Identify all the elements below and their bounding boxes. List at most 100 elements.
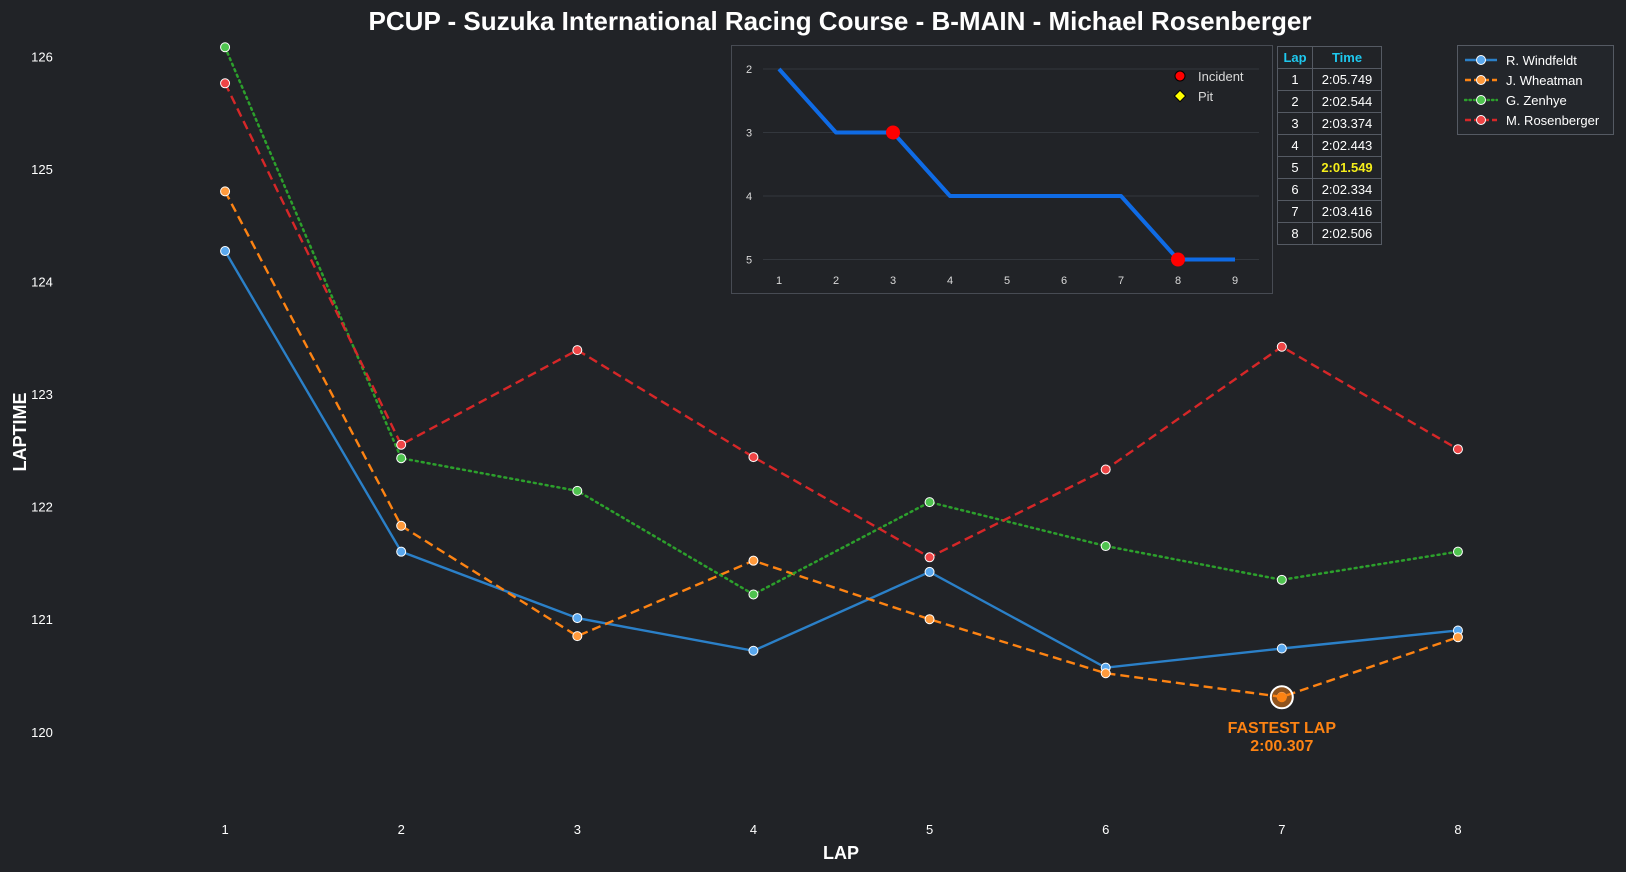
fastest-lap-label: FASTEST LAP	[1228, 720, 1337, 737]
legend-swatch	[1464, 95, 1498, 105]
series-3	[220, 78, 1463, 563]
incident-marker	[1171, 252, 1185, 267]
inset-x-tick: 9	[1232, 275, 1238, 287]
y-tick-label: 122	[31, 500, 53, 515]
legend-swatch	[1465, 75, 1497, 85]
y-tick-labels: 120 121 122 123 124 125 126	[31, 49, 53, 740]
x-tick-label: 7	[1278, 822, 1285, 837]
legend-swatch	[1465, 115, 1497, 125]
inset-y-tick: 2	[746, 64, 752, 76]
x-tick-label: 4	[750, 822, 757, 837]
data-point	[220, 246, 231, 257]
incident-legend-marker	[1174, 70, 1186, 82]
x-tick-label: 1	[221, 822, 228, 837]
data-point	[1100, 464, 1111, 475]
data-point	[572, 345, 583, 356]
series-1	[220, 186, 1463, 702]
lap-time-cell: 2:02.544	[1312, 90, 1382, 113]
lap-number-cell: 6	[1277, 178, 1313, 201]
data-point	[220, 186, 231, 197]
series-layer	[220, 42, 1463, 702]
y-tick-label: 121	[31, 612, 53, 627]
data-point	[1452, 632, 1463, 643]
lap-time-cell: 2:02.334	[1312, 178, 1382, 201]
series-line	[224, 190, 1459, 699]
table-row: 2 2:02.544	[1277, 90, 1382, 113]
inset-y-tick: 5	[746, 255, 752, 267]
data-point	[1452, 444, 1463, 455]
data-point	[1276, 341, 1287, 352]
lap-time-cell: 2:03.416	[1312, 200, 1382, 223]
legend-label: R. Windfeldt	[1506, 52, 1577, 68]
data-point	[1276, 574, 1287, 585]
incident-marker	[886, 125, 900, 140]
inset-incident-markers	[886, 125, 1185, 267]
x-tick-label: 6	[1102, 822, 1109, 837]
data-point	[748, 452, 759, 463]
legend-label: J. Wheatman	[1506, 72, 1583, 88]
data-point	[396, 520, 407, 531]
lap-time-cell: 2:02.443	[1312, 134, 1382, 157]
inset-x-tick: 1	[776, 275, 782, 287]
data-point	[748, 555, 759, 566]
series-line	[224, 250, 1459, 669]
data-point	[396, 546, 407, 557]
lap-time-cell: 2:05.749	[1312, 68, 1382, 91]
lap-time-cell: 2:02.506	[1312, 222, 1382, 245]
data-point	[1100, 541, 1111, 552]
data-point	[572, 613, 583, 624]
data-point	[1100, 668, 1111, 679]
inset-x-tick: 3	[890, 275, 896, 287]
position-inset-chart: 2 3 4 5 1 2 3 4 5 6 7 8 9 Incident Pit	[731, 45, 1273, 294]
lap-number-cell: 1	[1277, 68, 1313, 91]
data-point	[220, 42, 231, 53]
legend-label: M. Rosenberger	[1506, 112, 1600, 128]
lap-number-cell: 7	[1277, 200, 1313, 223]
data-point	[924, 566, 935, 577]
x-tick-label: 8	[1454, 822, 1461, 837]
y-tick-label: 125	[31, 162, 53, 177]
inset-legend: Incident Pit	[1173, 69, 1244, 104]
data-point	[924, 497, 935, 508]
y-tick-label: 126	[31, 49, 53, 64]
table-row: 4 2:02.443	[1277, 134, 1382, 157]
inset-x-tick: 7	[1118, 275, 1124, 287]
data-point	[1276, 643, 1287, 654]
lap-time-table: Lap Time 1 2:05.749 2 2:02.544 3 2:03.374 4 2:0…	[1277, 46, 1382, 245]
position-line	[777, 67, 1235, 262]
inset-x-tick: 4	[947, 275, 953, 287]
table-row: 5 2:01.549	[1277, 156, 1382, 179]
x-tick-label: 3	[574, 822, 581, 837]
y-tick-label: 120	[31, 725, 53, 740]
fastest-lap-time: 2:00.307	[1250, 738, 1313, 755]
data-point	[396, 453, 407, 464]
table-header-row: Lap Time	[1277, 46, 1382, 69]
lap-number-cell: 8	[1277, 222, 1313, 245]
inset-x-tick: 8	[1175, 275, 1181, 287]
data-point	[924, 614, 935, 625]
y-tick-label: 123	[31, 387, 53, 402]
table-row: 7 2:03.416	[1277, 200, 1382, 223]
table-row: 3 2:03.374	[1277, 112, 1382, 135]
legend-item: R. Windfeldt	[1458, 50, 1613, 70]
series-line	[223, 82, 1459, 559]
fastest-lap-point	[1276, 692, 1287, 703]
table-row: 1 2:05.749	[1277, 68, 1382, 91]
legend-label: G. Zenhye	[1506, 92, 1567, 108]
x-tick-label: 5	[926, 822, 933, 837]
table-row: 6 2:02.334	[1277, 178, 1382, 201]
inset-x-tick: 5	[1004, 275, 1010, 287]
series-line	[223, 46, 1460, 596]
data-point	[1452, 546, 1463, 557]
time-column-header: Time	[1312, 46, 1382, 69]
inset-tick-labels: 2 3 4 5 1 2 3 4 5 6 7 8 9	[746, 64, 1238, 287]
legend-item: M. Rosenberger	[1458, 110, 1613, 130]
data-point	[748, 645, 759, 656]
data-point	[572, 485, 583, 496]
lap-column-header: Lap	[1277, 46, 1313, 69]
legend-item: J. Wheatman	[1458, 70, 1613, 90]
legend-swatch	[1465, 55, 1497, 65]
